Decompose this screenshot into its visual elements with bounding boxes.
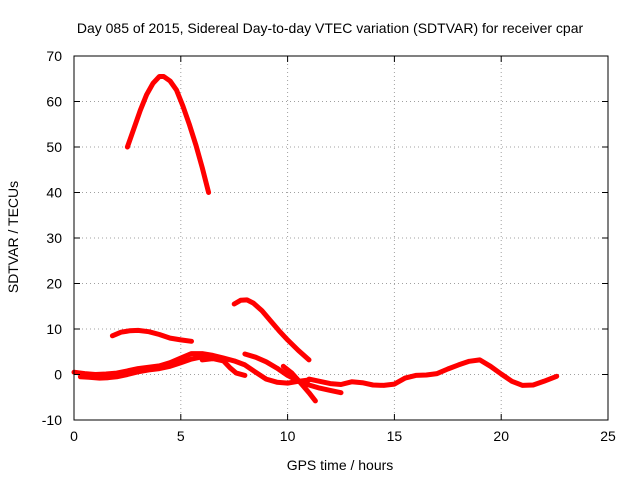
y-tick-label: 30 bbox=[46, 230, 62, 246]
x-tick-label: 5 bbox=[177, 428, 185, 444]
series-line-arc-5 bbox=[77, 354, 216, 381]
chart-title: Day 085 of 2015, Sidereal Day-to-day VTE… bbox=[77, 20, 584, 36]
x-tick-label: 0 bbox=[70, 428, 78, 444]
x-tick-label: 10 bbox=[280, 428, 296, 444]
series-line-arc-4 bbox=[71, 351, 312, 386]
series-line-arc-6 bbox=[199, 356, 248, 378]
y-tick-label: 0 bbox=[54, 367, 62, 383]
series-line-arc-1 bbox=[124, 74, 212, 195]
series-line-arc-9 bbox=[306, 357, 560, 388]
y-axis-label: SDTVAR / TECUs bbox=[5, 181, 21, 293]
series-line-arc-2 bbox=[109, 327, 194, 344]
y-tick-label: 40 bbox=[46, 185, 62, 201]
y-tick-label: -10 bbox=[42, 412, 62, 428]
x-tick-label: 15 bbox=[387, 428, 403, 444]
x-tick-label: 25 bbox=[600, 428, 616, 444]
series-line-arc-3 bbox=[231, 297, 312, 363]
series-line-arc-8 bbox=[280, 363, 318, 404]
series-group bbox=[71, 74, 560, 404]
y-tick-label: 10 bbox=[46, 321, 62, 337]
axes: 0 5 10 15 20 25 -10 0 10 20 30 40 50 60 70 bbox=[42, 48, 616, 444]
y-tick-label: 20 bbox=[46, 276, 62, 292]
grid bbox=[74, 56, 608, 420]
y-tick-label: 70 bbox=[46, 48, 62, 64]
y-tick-label: 60 bbox=[46, 94, 62, 110]
x-axis-label: GPS time / hours bbox=[287, 457, 394, 473]
y-tick-label: 50 bbox=[46, 139, 62, 155]
series-line-arc-7 bbox=[242, 351, 344, 396]
x-tick-label: 20 bbox=[493, 428, 509, 444]
